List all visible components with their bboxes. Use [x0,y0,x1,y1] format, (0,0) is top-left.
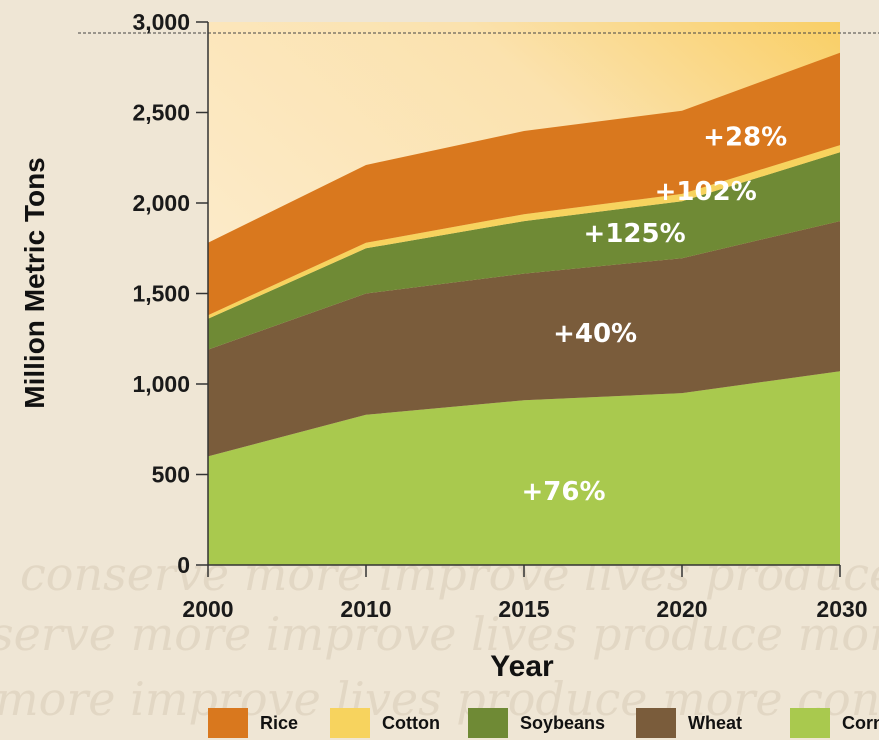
legend-item-rice: Rice [208,708,298,738]
y-tick-label: 0 [177,552,190,578]
y-ticks-group: 0 500 1,000 1,500 2,000 2,500 3,000 [132,9,208,578]
change-label-corn: +76% [521,477,605,507]
y-tick-label: 2,000 [132,190,190,216]
area-rice [208,52,840,316]
legend-swatch [790,708,830,738]
legend-item-cotton: Cotton [330,708,440,738]
legend-item-corn: Corn [790,708,879,738]
legend-swatch [330,708,370,738]
x-ticks-group: 2000 2010 2015 2020 2030 [182,565,868,622]
change-label-wheat: +40% [553,319,637,349]
x-tick-label: 2015 [498,596,549,622]
y-axis-title: Million Metric Tons [19,157,50,408]
legend-label: Cotton [382,712,440,733]
x-tick-label: 2000 [182,596,233,622]
legend-label: Wheat [688,712,742,733]
change-labels-group: +76% +40% +125% +102% +28% [521,122,787,507]
change-label-soybeans: +125% [584,219,686,249]
legend: Rice Cotton Soybeans Wheat Corn [0,700,879,740]
x-tick-label: 2030 [816,596,867,622]
legend-label: Corn [842,712,879,733]
legend-swatch [636,708,676,738]
legend-swatch [468,708,508,738]
legend-label: Soybeans [520,712,606,733]
y-tick-label: 1,500 [132,281,190,307]
legend-swatch [208,708,248,738]
y-tick-label: 3,000 [132,9,190,35]
legend-item-soybeans: Soybeans [468,708,605,738]
change-label-rice: +28% [703,122,787,152]
area-soybeans [208,152,840,350]
area-series-group [208,52,840,565]
y-tick-label: 2,500 [132,100,190,126]
y-tick-label: 1,000 [132,371,190,397]
legend-label: Rice [260,712,299,733]
area-corn [208,371,840,565]
legend-item-wheat: Wheat [636,708,742,738]
area-wheat [208,221,840,457]
x-tick-label: 2020 [656,596,707,622]
y-tick-label: 500 [152,462,190,488]
change-label-cotton: +102% [655,177,757,207]
x-tick-label: 2010 [340,596,391,622]
x-axis-title: Year [490,650,554,683]
